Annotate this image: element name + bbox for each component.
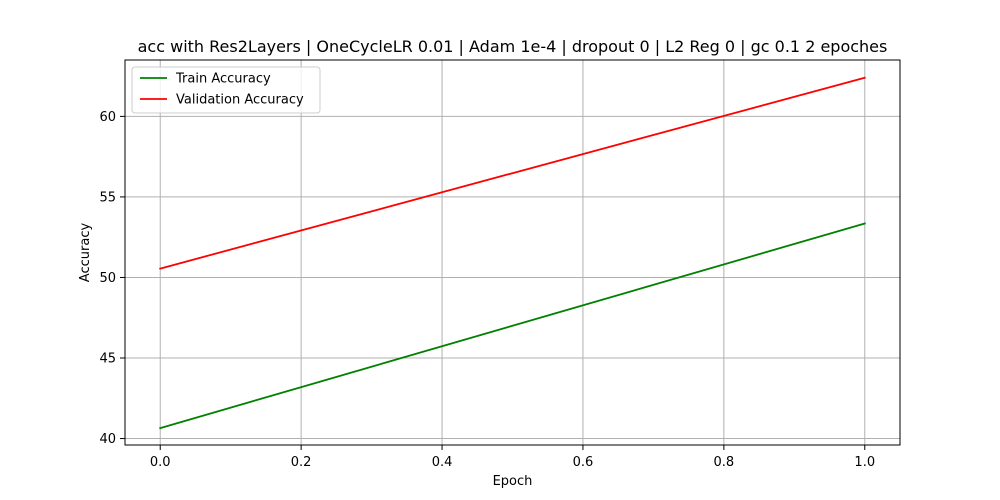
y-axis-label: Accuracy	[78, 223, 93, 283]
x-axis-label: Epoch	[493, 474, 533, 489]
legend-box	[131, 66, 321, 114]
y-tick-label: 45	[99, 352, 116, 367]
plot-area-frame	[124, 59, 901, 446]
legend-label-validation-accuracy: Validation Accuracy	[176, 93, 304, 108]
y-tick-label: 55	[99, 190, 116, 205]
legend: Train Accuracy Validation Accuracy	[131, 66, 321, 114]
validation-accuracy-line	[159, 76, 866, 270]
x-axis-ticks: 0.0 0.2 0.4 0.6 0.8 1.0	[150, 445, 875, 470]
x-tick-label: 0.6	[573, 455, 594, 470]
x-tick-label: 0.2	[291, 455, 312, 470]
y-tick-label: 40	[99, 432, 116, 447]
x-tick-label: 1.0	[854, 455, 875, 470]
x-tick-label: 0.0	[150, 455, 171, 470]
x-tick-label: 0.4	[432, 455, 453, 470]
y-tick-label: 50	[99, 271, 116, 286]
grid-lines	[125, 60, 900, 445]
y-axis-ticks: 40 45 50 55 60	[99, 110, 125, 447]
legend-label-train-accuracy: Train Accuracy	[175, 72, 271, 87]
x-tick-label: 0.8	[714, 455, 735, 470]
data-series	[159, 76, 866, 430]
train-accuracy-line	[159, 222, 866, 430]
chart-title: acc with Res2Layers | OneCycleLR 0.01 | …	[138, 37, 888, 56]
y-tick-label: 60	[99, 110, 116, 125]
